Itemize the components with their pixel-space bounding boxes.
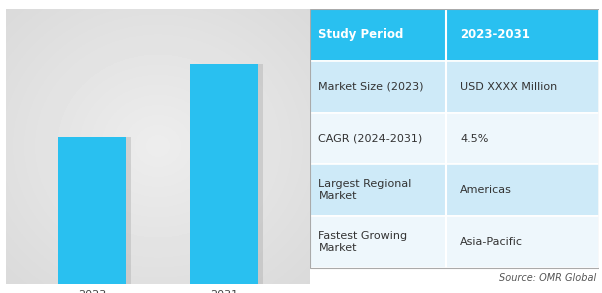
Bar: [445, 61, 599, 113]
Bar: [310, 9, 445, 61]
Bar: [190, 64, 258, 284]
Bar: [445, 9, 599, 61]
Bar: [445, 113, 599, 164]
Bar: [310, 216, 445, 268]
Text: Source: OMR Global: Source: OMR Global: [499, 273, 596, 283]
Text: Study Period: Study Period: [318, 28, 404, 41]
Text: USD XXXX Million: USD XXXX Million: [460, 82, 557, 92]
Text: Largest Regional
Market: Largest Regional Market: [318, 179, 412, 201]
Text: CAGR (2024-2031): CAGR (2024-2031): [318, 134, 423, 144]
Bar: [310, 113, 445, 164]
Bar: [445, 164, 599, 216]
Text: Fastest Growing
Market: Fastest Growing Market: [318, 231, 408, 253]
Text: Americas: Americas: [460, 185, 512, 195]
Bar: [445, 216, 599, 268]
Bar: [62, 137, 131, 289]
Text: 4.5%: 4.5%: [460, 134, 489, 144]
Text: SELF-EXPANDING STENT MARKET: SELF-EXPANDING STENT MARKET: [12, 0, 220, 4]
Bar: [310, 164, 445, 216]
Bar: [310, 61, 445, 113]
Bar: [58, 137, 126, 284]
Text: Asia-Pacific: Asia-Pacific: [460, 237, 523, 247]
Text: 2023-2031: 2023-2031: [460, 28, 530, 41]
Bar: [194, 64, 263, 289]
Text: Market Size (2023): Market Size (2023): [318, 82, 424, 92]
